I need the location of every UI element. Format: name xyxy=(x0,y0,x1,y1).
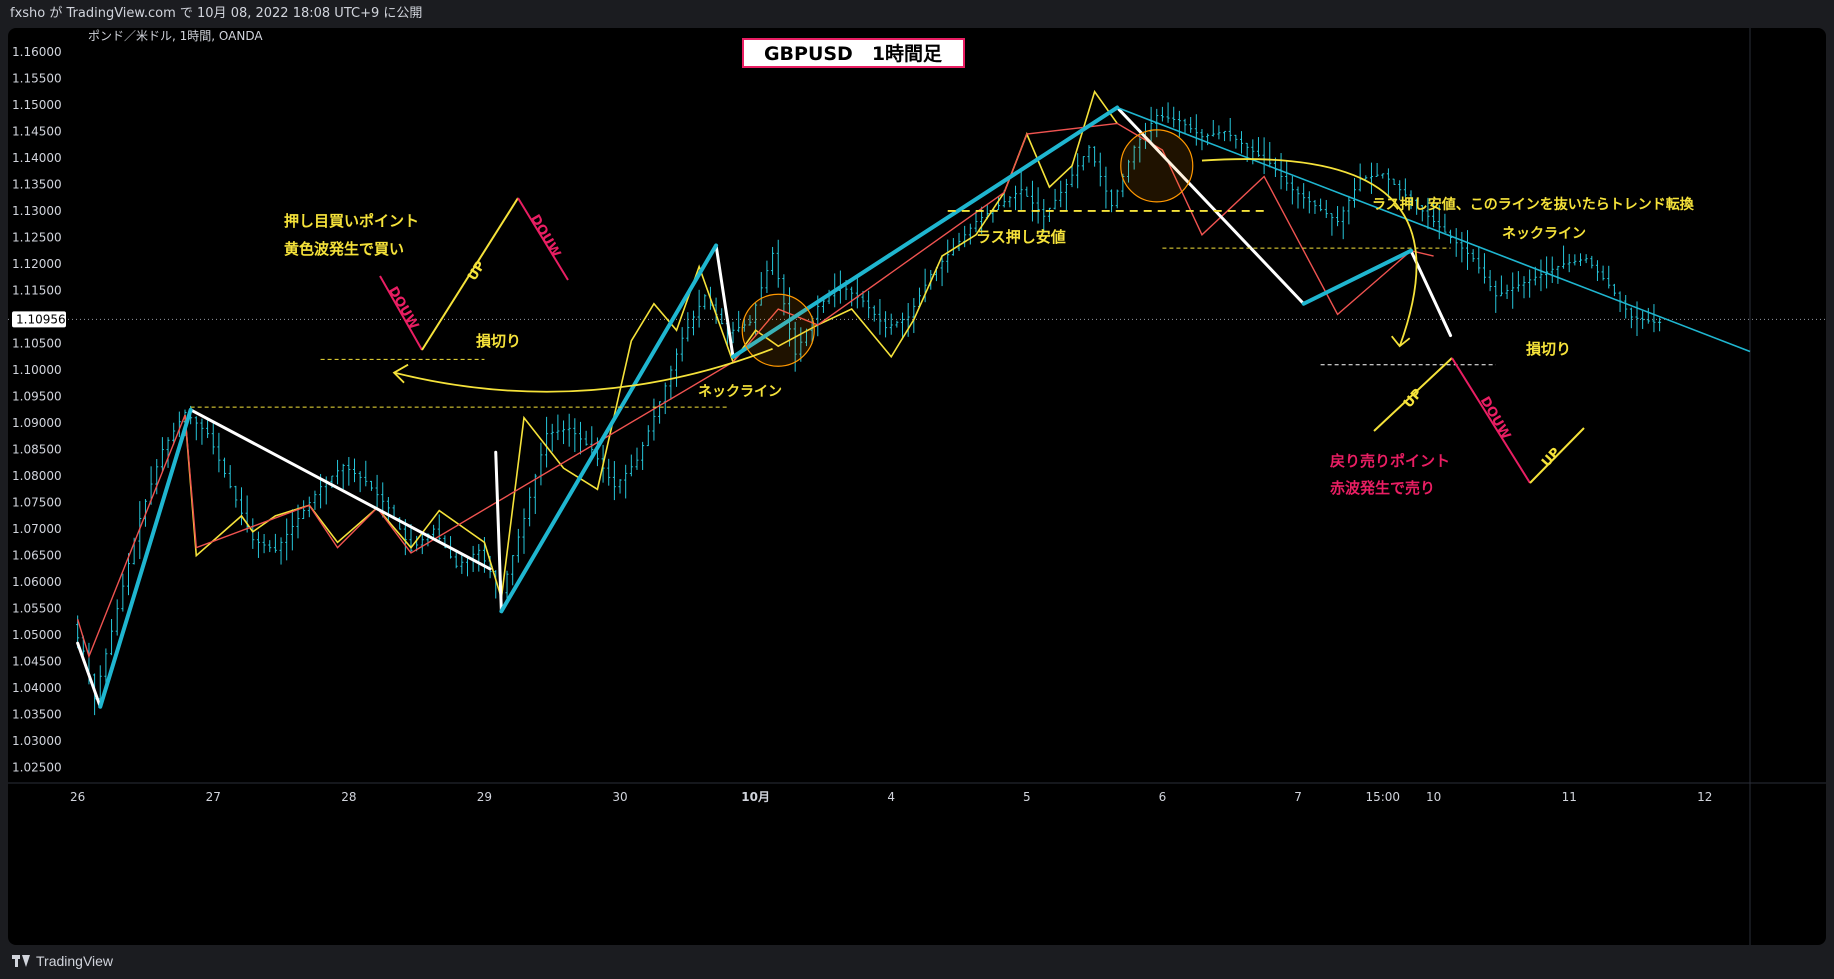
y-tick-label: 1.09000 xyxy=(12,416,62,430)
schematic-up-leg xyxy=(1529,427,1585,484)
wave-cyan xyxy=(1301,248,1414,306)
current-price-badge xyxy=(12,311,66,328)
y-tick-label: 1.07500 xyxy=(12,496,62,510)
y-tick-label: 1.12500 xyxy=(12,230,62,244)
x-tick-label: 10 xyxy=(1426,790,1441,804)
chart-title: GBPUSD 1時間足 xyxy=(764,43,943,65)
wave-cyan xyxy=(499,243,719,614)
publish-info-bar: fxsho が TradingView.com で 10月 08, 2022 1… xyxy=(0,0,1834,28)
schematic-up-leg xyxy=(1373,357,1453,432)
x-tick-label: 4 xyxy=(887,790,895,804)
y-tick-label: 1.10000 xyxy=(12,363,62,377)
wave-white xyxy=(714,243,735,359)
wave-white xyxy=(189,408,492,571)
y-tick-label: 1.09500 xyxy=(12,390,62,404)
annotation-neckline: ネックライン xyxy=(698,384,782,400)
annotation-buy-rule: 黄色波発生で買い xyxy=(284,240,404,258)
x-tick-label: 29 xyxy=(477,790,492,804)
y-tick-label: 1.15500 xyxy=(12,71,62,85)
y-tick-label: 1.12000 xyxy=(12,257,62,271)
y-tick-label: 1.06000 xyxy=(12,575,62,589)
y-tick-label: 1.04500 xyxy=(12,655,62,669)
y-tick-label: 1.06500 xyxy=(12,549,62,563)
label-up: UP xyxy=(1401,386,1426,411)
wave-cyan xyxy=(731,105,1120,359)
candles-group xyxy=(76,102,1662,716)
wave-white xyxy=(494,450,503,613)
footer-bar: TradingView xyxy=(0,945,1834,979)
y-tick-label: 1.05000 xyxy=(12,628,62,642)
y-tick-label: 1.14000 xyxy=(12,151,62,165)
y-tick-label: 1.05500 xyxy=(12,602,62,616)
x-tick-label: 5 xyxy=(1023,790,1031,804)
annotation-neckline: ネックライン xyxy=(1502,226,1586,242)
tradingview-brand[interactable]: TradingView xyxy=(12,953,113,969)
y-tick-label: 1.10500 xyxy=(12,337,62,351)
wave-white xyxy=(1115,106,1306,306)
schematic-down-leg xyxy=(1451,357,1531,484)
x-tick-label: 6 xyxy=(1159,790,1167,804)
label-douw: DOUW xyxy=(385,284,421,332)
wave-white xyxy=(1409,249,1453,338)
annotation-stop-loss: 損切り xyxy=(476,332,521,350)
wave-cyan xyxy=(98,407,193,709)
x-tick-label: 26 xyxy=(70,790,85,804)
x-tick-label: 11 xyxy=(1562,790,1577,804)
y-tick-label: 1.03000 xyxy=(12,734,62,748)
x-tick-label: 30 xyxy=(612,790,627,804)
label-douw: DOUW xyxy=(527,212,563,260)
trendline-cyan xyxy=(1116,106,1751,353)
annotation-last-support: ラス押し安値 xyxy=(976,228,1066,246)
label-douw: DOUW xyxy=(1477,394,1513,442)
wave-white xyxy=(76,641,102,709)
y-tick-label: 1.13000 xyxy=(12,204,62,218)
annotation-sell-point: 戻り売りポイント xyxy=(1329,452,1450,470)
current-price-label: 1.10956 xyxy=(16,312,66,326)
publish-info-text: fxsho が TradingView.com で 10月 08, 2022 1… xyxy=(10,6,423,21)
chart-frame: 1.16000 1.15500 1.15000 1.14500 1.14000 1.135… xyxy=(8,28,1826,945)
x-tick-label: 10月 xyxy=(741,790,770,804)
y-tick-label: 1.08000 xyxy=(12,469,62,483)
curve-arrow-right xyxy=(1201,158,1418,347)
y-tick-label: 1.11500 xyxy=(12,283,62,297)
price-chart[interactable]: 1.16000 1.15500 1.15000 1.14500 1.14000 1.135… xyxy=(8,28,1826,945)
label-up: UP xyxy=(465,259,488,284)
curve-arrow-left-head xyxy=(392,363,409,384)
y-tick-label: 1.14500 xyxy=(12,124,62,138)
y-tick-label: 1.03500 xyxy=(12,708,62,722)
y-tick-label: 1.07000 xyxy=(12,522,62,536)
annotation-stop-loss: 損切り xyxy=(1526,340,1571,358)
schematic-down-leg xyxy=(517,197,569,281)
y-tick-label: 1.16000 xyxy=(12,45,62,59)
schematic-down-leg xyxy=(379,275,423,351)
symbol-label: ポンド／米ドル, 1時間, OANDA xyxy=(88,29,263,43)
highlight-circle-right xyxy=(1120,129,1194,203)
x-tick-label: 28 xyxy=(341,790,356,804)
label-up: UP xyxy=(1539,445,1564,470)
highlight-circle-left xyxy=(741,293,815,367)
y-tick-label: 1.15000 xyxy=(12,98,62,112)
curve-arrow-right-head xyxy=(1391,335,1411,348)
annotation-sell-rule: 赤波発生で売り xyxy=(1330,479,1435,497)
x-tick-label: 15:00 xyxy=(1365,790,1400,804)
schematic-up-leg xyxy=(421,197,519,351)
brand-label: TradingView xyxy=(36,953,114,969)
y-tick-label: 1.08500 xyxy=(12,443,62,457)
title-box xyxy=(742,38,965,68)
zigzag-yellow xyxy=(184,89,1118,599)
x-tick-label: 12 xyxy=(1697,790,1712,804)
y-tick-label: 1.02500 xyxy=(12,761,62,775)
annotation-last-support-note: ラス押し安値、このラインを抜いたらトレンド転換 xyxy=(1372,196,1695,213)
curve-arrow-left xyxy=(393,347,773,393)
x-tick-label: 27 xyxy=(206,790,221,804)
tradingview-logo-icon xyxy=(12,955,30,967)
y-tick-label: 1.04000 xyxy=(12,681,62,695)
annotation-buy-point: 押し目買いポイント xyxy=(284,212,419,230)
y-tick-label: 1.13500 xyxy=(12,177,62,191)
x-tick-label: 7 xyxy=(1294,790,1302,804)
